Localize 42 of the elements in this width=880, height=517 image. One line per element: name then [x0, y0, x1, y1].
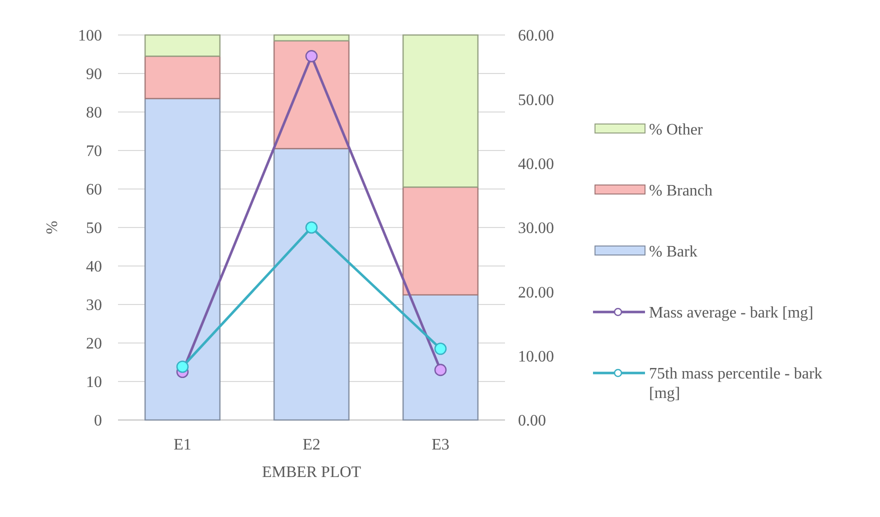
point: [434, 364, 447, 376]
y-tick-label: 50: [86, 220, 102, 238]
y-tick-label: 0: [94, 412, 102, 430]
y-tick-label: 90: [86, 66, 102, 84]
y-tick-label: 70: [86, 143, 102, 160]
y2-tick-label: 50.00: [518, 92, 554, 109]
y-axis-title: %: [44, 220, 61, 234]
legend-label: % Other: [649, 122, 704, 139]
point: [305, 221, 318, 234]
bar: [144, 56, 221, 100]
bar: [402, 34, 479, 188]
y-tick-label: 10: [86, 374, 102, 392]
x-tick-label: E3: [432, 436, 450, 454]
y2-tick-label: 0.00: [518, 412, 546, 430]
bar: [273, 40, 350, 150]
bar: [144, 34, 221, 57]
y2-tick-label: 30.00: [518, 220, 554, 238]
y2-tick-label: 60.00: [518, 28, 554, 45]
x-tick-label: E1: [174, 436, 192, 454]
legend-label: % Branch: [649, 182, 713, 200]
legend-label: Mass average - bark [mg]: [649, 304, 814, 322]
bar: [273, 34, 350, 42]
y-tick-label: 60: [86, 182, 102, 199]
y2-tick-label: 10.00: [518, 348, 554, 366]
x-axis-title: EMBER PLOT: [262, 464, 362, 481]
y2-tick-label: 40.00: [518, 156, 554, 173]
y-tick-label: 100: [78, 28, 102, 45]
y-tick-label: 20: [86, 336, 102, 353]
y-tick-label: 80: [86, 104, 102, 122]
point: [434, 342, 447, 355]
bar: [402, 186, 479, 296]
point: [305, 50, 318, 62]
bar: [273, 148, 350, 421]
y-tick-label: 40: [86, 258, 102, 276]
legend-label: % Bark: [649, 244, 698, 261]
bar: [144, 98, 221, 421]
x-tick-label: E2: [302, 436, 320, 454]
legend-label: 75th mass percentile - bark [mg]: [649, 366, 822, 402]
bar: [402, 294, 479, 421]
point: [176, 360, 189, 373]
y-tick-label: 30: [86, 297, 102, 314]
y2-tick-label: 20.00: [518, 284, 554, 302]
